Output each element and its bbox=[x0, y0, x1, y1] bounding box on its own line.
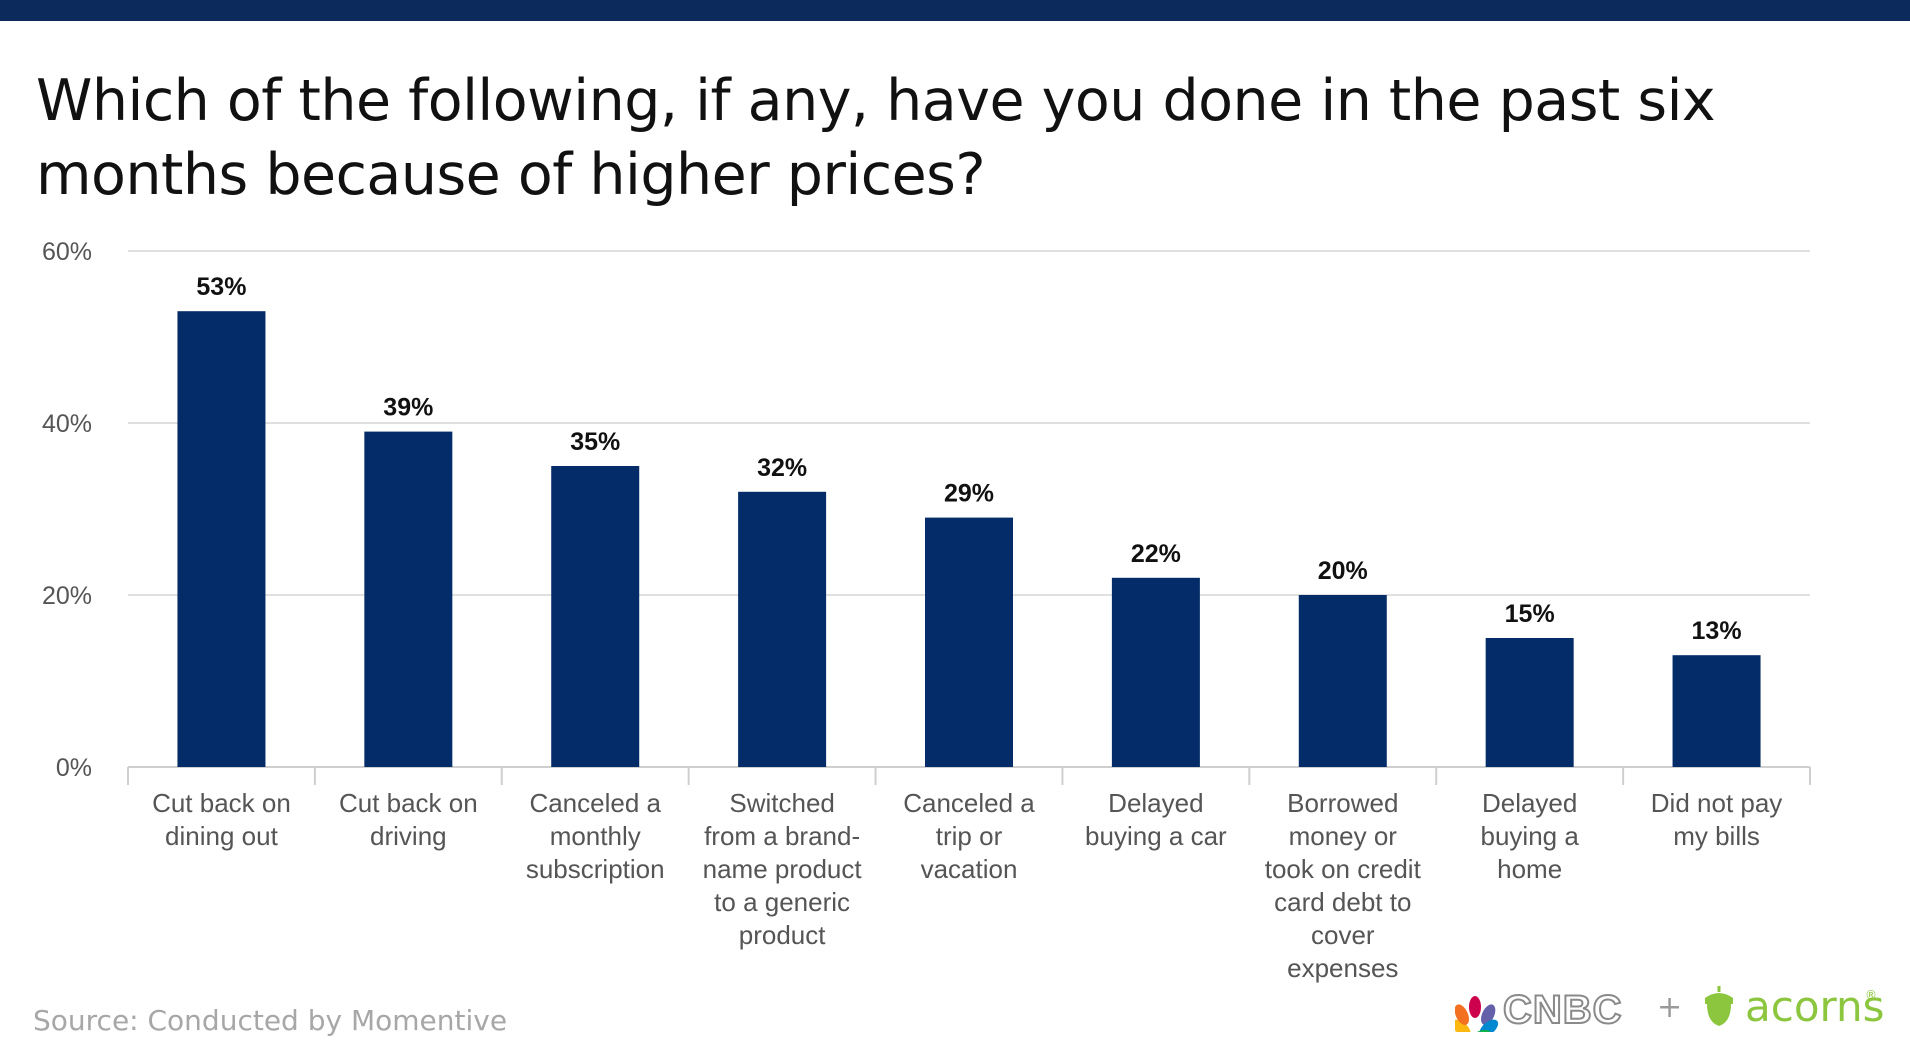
bar-7 bbox=[1298, 595, 1387, 767]
nbc-peacock-icon bbox=[1455, 996, 1499, 1032]
x-tick-label: expenses bbox=[1287, 953, 1398, 983]
data-label: 32% bbox=[757, 454, 807, 482]
x-tick-label: money or bbox=[1289, 821, 1398, 851]
x-tick-label: card debt to bbox=[1274, 887, 1411, 917]
data-label: 39% bbox=[383, 394, 433, 422]
cnbc-logo: CNBC bbox=[1502, 987, 1623, 1033]
bar-1 bbox=[177, 311, 266, 767]
x-tick-label: subscription bbox=[526, 854, 665, 884]
x-tick-label: Cut back on bbox=[339, 788, 478, 818]
x-tick-label: my bills bbox=[1673, 821, 1760, 851]
bar-5 bbox=[925, 517, 1013, 767]
chart-title: Which of the following, if any, have you… bbox=[36, 68, 1716, 208]
x-tick-label: product bbox=[739, 920, 826, 950]
y-tick-label: 60% bbox=[42, 238, 92, 266]
x-tick-label: home bbox=[1497, 854, 1562, 884]
x-tick-label: Delayed bbox=[1482, 788, 1577, 818]
x-tick-label: dining out bbox=[165, 821, 279, 851]
x-tick-label: trip or bbox=[936, 821, 1003, 851]
y-tick-label: 20% bbox=[42, 582, 92, 610]
x-tick-label: cover bbox=[1311, 920, 1375, 950]
data-label: 22% bbox=[1131, 540, 1181, 568]
x-tick-label: took on credit bbox=[1265, 854, 1422, 884]
bar-2 bbox=[364, 431, 453, 767]
data-label: 13% bbox=[1692, 617, 1742, 645]
y-tick-label: 40% bbox=[42, 410, 92, 438]
bar-6 bbox=[1111, 577, 1200, 767]
x-tick-label: buying a car bbox=[1085, 821, 1227, 851]
x-tick-label: Delayed bbox=[1108, 788, 1203, 818]
acorns-logo: acorns bbox=[1745, 982, 1885, 1031]
x-tick-label: Cut back on bbox=[152, 788, 291, 818]
top-banner-bar bbox=[0, 0, 1910, 21]
x-tick-label: driving bbox=[370, 821, 447, 851]
acorn-icon bbox=[1705, 986, 1733, 1026]
x-tick-label: monthly bbox=[550, 821, 641, 851]
x-tick-label: to a generic bbox=[714, 887, 850, 917]
x-tick-label: Borrowed bbox=[1287, 788, 1398, 818]
bar-9 bbox=[1672, 655, 1761, 767]
x-tick-label: Switched bbox=[729, 788, 835, 818]
data-label: 53% bbox=[196, 273, 246, 301]
x-tick-label: from a brand- bbox=[704, 821, 860, 851]
bar-3 bbox=[551, 466, 640, 767]
data-label: 29% bbox=[944, 480, 994, 508]
x-tick-label: Canceled a bbox=[903, 788, 1035, 818]
x-tick-label: name product bbox=[703, 854, 863, 884]
y-tick-label: 0% bbox=[56, 754, 92, 782]
logos: CNBC + acorns ® bbox=[1455, 982, 1885, 1042]
source-note: Source: Conducted by Momentive bbox=[33, 1004, 508, 1037]
registered-mark: ® bbox=[1865, 988, 1877, 1002]
data-label: 35% bbox=[570, 428, 620, 456]
x-tick-label: vacation bbox=[921, 854, 1018, 884]
data-label: 20% bbox=[1318, 557, 1368, 585]
x-tick-label: Canceled a bbox=[529, 788, 661, 818]
data-label: 15% bbox=[1505, 600, 1555, 628]
x-tick-label: Did not pay bbox=[1651, 788, 1783, 818]
logo-plus: + bbox=[1657, 990, 1683, 1025]
x-tick-label: buying a bbox=[1481, 821, 1580, 851]
bar-4 bbox=[738, 491, 827, 767]
bar-8 bbox=[1485, 638, 1574, 767]
